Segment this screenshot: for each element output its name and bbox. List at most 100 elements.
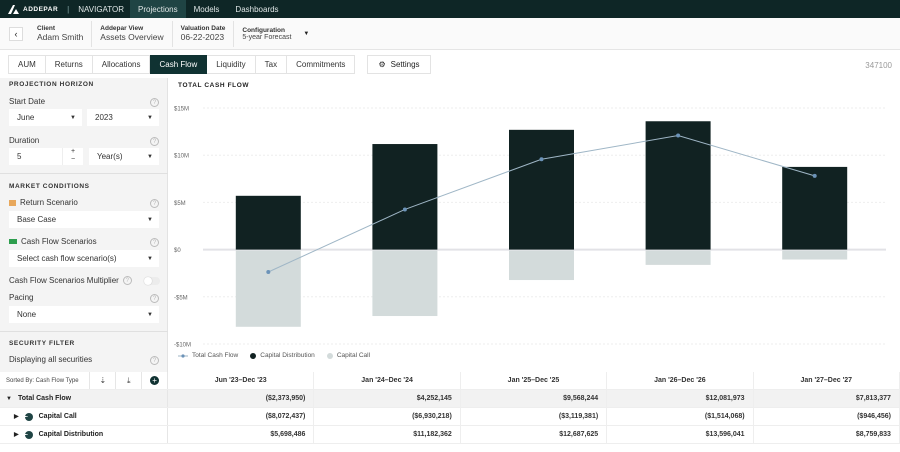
start-year-value: 2023 — [95, 113, 113, 122]
increment-icon[interactable]: + — [70, 148, 76, 155]
bar-capital-call — [509, 250, 574, 281]
tab-aum[interactable]: AUM — [8, 55, 46, 74]
caret-down-icon: ▼ — [147, 153, 153, 160]
section-security-filter: SECURITY FILTER — [9, 340, 75, 347]
tab-allocations[interactable]: Allocations — [92, 55, 151, 74]
chart-canvas: $15M $10M $5M $0 -$5M -$10M — [174, 107, 886, 349]
chart-legend: Total Cash Flow Capital Distribution Cap… — [178, 352, 370, 359]
tab-tax[interactable]: Tax — [255, 55, 288, 74]
nav-projections[interactable]: Projections — [130, 0, 186, 18]
help-icon[interactable]: ? — [150, 98, 159, 107]
tab-commitments[interactable]: Commitments — [287, 55, 356, 74]
caret-down-icon: ▼ — [70, 114, 76, 121]
legend-call[interactable]: Capital Call — [326, 352, 371, 359]
cell-value: ($8,072,437) — [168, 408, 315, 425]
cell-value: $8,759,833 — [754, 426, 900, 443]
download-icon[interactable]: ⤓ — [115, 372, 141, 389]
tab-cash-flow[interactable]: Cash Flow — [150, 55, 208, 74]
section-projection-horizon: PROJECTION HORIZON — [9, 81, 94, 88]
multiplier-toggle[interactable] — [144, 277, 160, 285]
help-icon[interactable]: ? — [150, 199, 159, 208]
valuation-date[interactable]: Valuation Date 06-22-2023 — [173, 20, 235, 47]
line-marker-icon — [178, 353, 188, 358]
divider — [0, 331, 168, 332]
client-value: Adam Smith — [37, 32, 84, 42]
table-header: Sorted By: Cash Flow Type ⇣ ⤓ + Jun '23–… — [0, 372, 900, 390]
column-header[interactable]: Jun '23–Dec '23 — [168, 372, 315, 389]
cf-scenarios-select[interactable]: Select cash flow scenario(s) ▼ — [9, 250, 159, 267]
context-header: ‹ Client Adam Smith Addepar View Assets Ov… — [0, 18, 900, 50]
config-value: 5-year Forecast — [242, 33, 292, 41]
nav-dashboards[interactable]: Dashboards — [235, 4, 279, 14]
section-market-conditions: MARKET CONDITIONS — [9, 183, 90, 190]
add-icon[interactable]: + — [141, 372, 167, 389]
duration-value: 5 — [17, 152, 22, 161]
y-tick-label: -$10M — [174, 343, 191, 349]
help-icon[interactable]: ? — [150, 238, 159, 247]
help-icon[interactable]: ? — [150, 356, 159, 365]
addepar-logo[interactable]: ADDEPAR — [0, 4, 59, 14]
sort-label: Sorted By: Cash Flow Type — [6, 377, 79, 384]
cell-value: ($946,456) — [754, 408, 900, 425]
caret-down-icon: ▼ — [147, 255, 153, 262]
cell-value: ($3,119,381) — [461, 408, 608, 425]
help-icon[interactable]: ? — [150, 294, 159, 303]
caret-down-icon[interactable]: ▼ — [303, 30, 310, 37]
return-scenario-value: Base Case — [17, 215, 57, 224]
duration-unit-select[interactable]: Year(s) ▼ — [89, 148, 159, 165]
column-header[interactable]: Jan '25–Dec '25 — [461, 372, 608, 389]
chart-title: TOTAL CASH FLOW — [178, 82, 250, 89]
start-year-select[interactable]: 2023 ▼ — [87, 109, 159, 126]
tab-returns[interactable]: Returns — [45, 55, 93, 74]
caret-right-icon[interactable]: ▶ — [14, 432, 19, 438]
bar-capital-call — [782, 250, 848, 260]
duration-stepper[interactable]: 5 + − — [9, 148, 83, 165]
table-row[interactable]: ▶ Capital Call ($8,072,437) ($6,930,218) … — [0, 408, 900, 426]
table-row[interactable]: ▶ Capital Distribution $5,698,486 $11,182… — [0, 426, 900, 444]
top-nav: ADDEPAR | NAVIGATOR Projections Models D… — [0, 0, 900, 18]
cell-value: $12,081,973 — [607, 390, 754, 407]
point-total-cash-flow — [676, 133, 681, 138]
pacing-select[interactable]: None ▼ — [9, 306, 159, 323]
bar-capital-distribution — [235, 195, 301, 250]
duration-unit-value: Year(s) — [97, 152, 123, 161]
tab-liquidity[interactable]: Liquidity — [207, 55, 256, 74]
start-month-select[interactable]: June ▼ — [9, 109, 82, 126]
bar-capital-distribution — [645, 121, 711, 250]
decrement-icon[interactable]: − — [70, 156, 76, 163]
y-tick-label: $10M — [174, 154, 189, 160]
view-selector[interactable]: Addepar View Assets Overview — [92, 20, 173, 47]
help-icon[interactable]: ? — [150, 137, 159, 146]
cash-flow-chart: TOTAL CASH FLOW $15M $10M $5M $0 -$5M -$10M T… — [170, 78, 900, 368]
help-icon[interactable]: ? — [122, 276, 132, 285]
sort-icon[interactable]: ⇣ — [89, 372, 115, 389]
scenario-icon — [9, 199, 16, 206]
table-toolbar: Sorted By: Cash Flow Type ⇣ ⤓ + — [0, 372, 168, 389]
point-total-cash-flow — [539, 157, 544, 162]
row-label: Total Cash Flow — [17, 395, 72, 402]
brand-name: ADDEPAR — [23, 5, 59, 13]
column-header[interactable]: Jan '26–Dec '26 — [607, 372, 754, 389]
page-id: 347100 — [865, 61, 892, 70]
pie-icon — [24, 430, 33, 439]
client-selector[interactable]: Client Adam Smith — [29, 20, 93, 47]
configuration-selector[interactable]: Configuration 5-year Forecast ▼ — [234, 21, 317, 47]
column-header[interactable]: Jan '24–Dec '24 — [314, 372, 461, 389]
nav-models[interactable]: Models — [193, 4, 220, 14]
caret-right-icon[interactable]: ▶ — [14, 414, 19, 420]
dot-icon — [326, 352, 333, 359]
divider — [0, 173, 168, 174]
legend-distribution[interactable]: Capital Distribution — [250, 352, 315, 359]
return-scenario-select[interactable]: Base Case ▼ — [9, 211, 159, 228]
cell-value: $5,698,486 — [168, 426, 315, 443]
column-header[interactable]: Jan '27–Dec '27 — [754, 372, 900, 389]
tab-bar: AUM Returns Allocations Cash Flow Liquid… — [8, 55, 431, 74]
legend-total[interactable]: Total Cash Flow — [178, 352, 238, 359]
settings-button[interactable]: ⚙ Settings — [367, 55, 431, 74]
row-label: Capital Call — [38, 413, 77, 420]
table-row[interactable]: ▼ Total Cash Flow ($2,373,950) $4,252,145… — [0, 390, 900, 408]
settings-label: Settings — [390, 60, 420, 69]
legend-label: Capital Call — [336, 352, 371, 359]
back-button[interactable]: ‹ — [9, 26, 23, 41]
caret-down-icon[interactable]: ▼ — [6, 395, 12, 402]
